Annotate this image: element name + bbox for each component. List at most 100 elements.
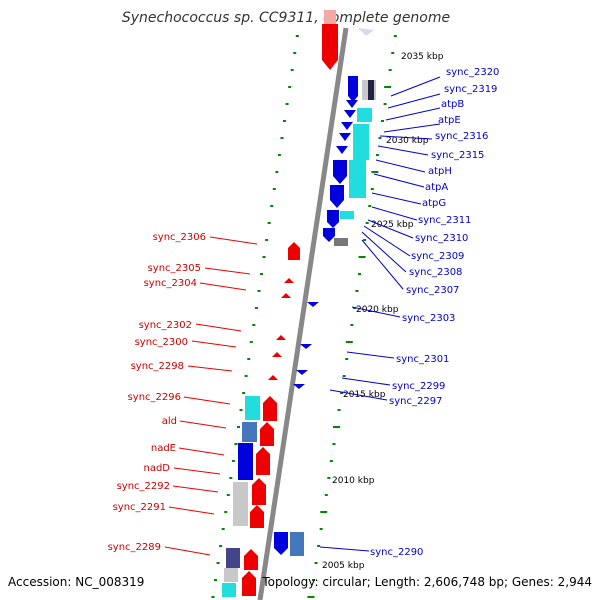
scale-tick [319, 528, 323, 530]
gene-block[interactable] [357, 108, 372, 122]
gene-forward[interactable] [276, 335, 286, 340]
scale-tick [312, 579, 316, 581]
gene-label: atpE [438, 115, 461, 126]
gene-reverse[interactable] [341, 122, 353, 130]
gene-block[interactable] [290, 532, 304, 556]
gene-block[interactable] [349, 160, 366, 198]
kbp-label: 2030 kbp [386, 136, 429, 146]
scale-tick [257, 290, 261, 292]
scale-tick [340, 392, 344, 394]
scale-tick [270, 205, 274, 207]
gene-reverse[interactable] [323, 228, 335, 242]
gene-reverse[interactable] [344, 110, 356, 118]
scale-tick [329, 460, 333, 462]
gene-label: sync_2303 [402, 313, 455, 324]
gene-reverse[interactable] [333, 160, 347, 184]
gene-reverse[interactable] [336, 146, 348, 154]
gene-label: sync_2307 [406, 285, 459, 296]
gene-block[interactable] [334, 238, 348, 246]
gene-label: atpH [428, 166, 452, 177]
gene-reverse[interactable] [300, 344, 312, 349]
gene-forward[interactable] [288, 242, 300, 260]
gene-block[interactable] [358, 28, 374, 36]
scale-tick [265, 239, 269, 241]
scale-tick [211, 596, 215, 598]
gene-reverse[interactable] [348, 76, 358, 102]
gene-label: sync_2316 [435, 131, 488, 142]
gene-forward[interactable] [256, 447, 270, 475]
scale-tick [337, 409, 341, 411]
gene-forward[interactable] [272, 352, 282, 357]
gene-label: atpA [425, 182, 448, 193]
gene-block[interactable] [238, 443, 253, 480]
scale-tick [327, 477, 331, 479]
reverse-gene-labels: sync_2320 sync_2319 atpB atpE sync_2316 … [370, 67, 499, 558]
gene-block[interactable] [340, 211, 354, 219]
gene-reverse[interactable] [339, 133, 351, 141]
gene-forward[interactable] [242, 571, 256, 596]
gene-label: sync_2291 [113, 502, 166, 513]
scale-tick [234, 443, 238, 445]
gene-forward[interactable] [250, 505, 264, 528]
gene-label: sync_2302 [139, 320, 192, 331]
scale-tick [333, 426, 341, 428]
gene-label: sync_2305 [148, 263, 201, 274]
scale-tick [285, 103, 289, 105]
kbp-label: 2010 kbp [332, 476, 375, 486]
gene-forward[interactable] [263, 396, 277, 421]
gene-label: ald [162, 416, 177, 427]
gene-label: sync_2311 [418, 215, 471, 226]
gene-reverse[interactable] [346, 100, 358, 108]
forward-leader-lines [164, 236, 258, 556]
scale-tick [260, 273, 264, 275]
topology-text: Topology: circular; Length: 2,606,748 bp… [261, 575, 592, 589]
gene-forward[interactable] [281, 293, 291, 298]
scale-tick [254, 307, 258, 309]
gene-block[interactable] [224, 568, 238, 582]
map-title: Synechococcus sp. CC9311, complete genom… [122, 10, 450, 26]
gene-forward[interactable] [252, 478, 266, 505]
scale-tick [239, 409, 243, 411]
gene-reverse[interactable] [293, 384, 305, 389]
scale-tick [221, 528, 225, 530]
gene-label: sync_2301 [396, 354, 449, 365]
gene-block[interactable] [233, 482, 248, 526]
gene-reverse[interactable] [327, 210, 339, 228]
scale-tick [320, 511, 328, 513]
gene-label: sync_2298 [131, 361, 184, 372]
gene-forward[interactable] [322, 24, 338, 70]
gene-forward[interactable] [244, 549, 258, 570]
gene-label: sync_2306 [153, 232, 206, 243]
gene-forward[interactable] [324, 10, 336, 24]
scale-tick [262, 256, 266, 258]
scale-tick [247, 358, 251, 360]
scale-tick [280, 137, 284, 139]
gene-block[interactable] [242, 422, 257, 442]
gene-block[interactable] [245, 396, 260, 420]
kbp-label: 2005 kbp [322, 561, 365, 571]
gene-block[interactable] [368, 80, 374, 100]
scale-tick [267, 222, 271, 224]
gene-block[interactable] [226, 548, 240, 568]
gene-reverse[interactable] [307, 302, 319, 307]
gene-forward[interactable] [260, 422, 274, 446]
genome-backbone [257, 27, 349, 600]
gene-block[interactable] [353, 124, 369, 160]
gene-forward[interactable] [284, 278, 294, 283]
scale-tick [317, 545, 321, 547]
scale-tick [231, 460, 235, 462]
gene-label: sync_2297 [389, 396, 442, 407]
scale-tick [252, 324, 256, 326]
scale-dots [211, 35, 397, 598]
gene-reverse[interactable] [274, 532, 288, 555]
gene-label: sync_2310 [415, 233, 468, 244]
gene-forward[interactable] [268, 375, 278, 380]
scale-tick [393, 35, 397, 37]
gene-reverse[interactable] [330, 185, 344, 208]
gene-reverse[interactable] [296, 370, 308, 375]
scale-tick [314, 562, 318, 564]
gene-label: sync_2308 [409, 267, 462, 278]
gene-block[interactable] [222, 583, 236, 597]
scale-tick [214, 579, 218, 581]
